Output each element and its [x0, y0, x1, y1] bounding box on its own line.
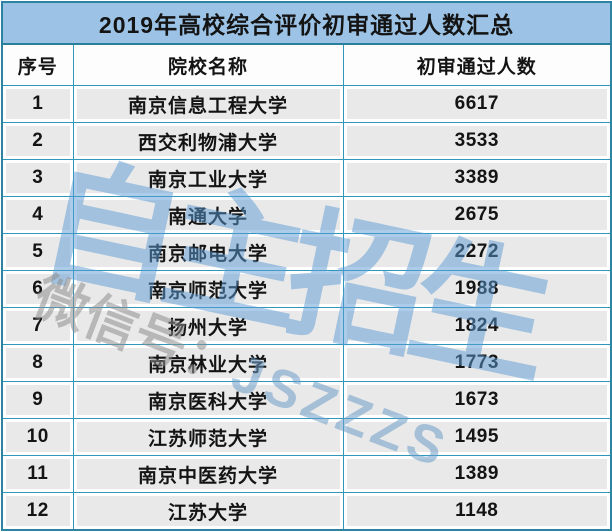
- school-cell: 南京中医药大学: [72, 455, 344, 493]
- rank-cell: 10: [1, 418, 74, 456]
- school-cell: 南京信息工程大学: [72, 85, 344, 123]
- count-cell: 1389: [342, 455, 612, 493]
- rank-cell: 12: [1, 492, 74, 531]
- table-row: 11 南京中医药大学 1389: [1, 455, 612, 493]
- rank-cell: 1: [1, 85, 74, 123]
- table-row: 9 南京医科大学 1673: [1, 381, 612, 419]
- school-cell: 南京工业大学: [72, 159, 344, 197]
- rank-cell: 8: [1, 344, 74, 382]
- table-row: 10 江苏师范大学 1495: [1, 418, 612, 456]
- table-row: 8 南京林业大学 1773: [1, 344, 612, 382]
- count-cell: 1824: [342, 307, 612, 345]
- rank-cell: 4: [1, 196, 74, 234]
- table-row: 1 南京信息工程大学 6617: [1, 85, 612, 123]
- rank-cell: 2: [1, 122, 74, 160]
- title-row: 2019年高校综合评价初审通过人数汇总: [2, 2, 612, 45]
- page-title: 2019年高校综合评价初审通过人数汇总: [2, 2, 612, 45]
- count-cell: 3533: [342, 122, 612, 160]
- school-cell: 南京邮电大学: [72, 233, 344, 271]
- rank-cell: 9: [1, 381, 74, 419]
- school-cell: 扬州大学: [72, 307, 344, 345]
- school-cell: 南京医科大学: [72, 381, 344, 419]
- rank-cell: 11: [1, 455, 74, 493]
- count-cell: 6617: [342, 85, 612, 123]
- school-cell: 南京师范大学: [72, 270, 344, 308]
- rank-cell: 3: [1, 159, 74, 197]
- count-cell: 1148: [342, 492, 612, 531]
- header-row: 序号 院校名称 初审通过人数: [1, 43, 612, 86]
- count-cell: 1495: [342, 418, 612, 456]
- count-cell: 1773: [342, 344, 612, 382]
- table-row: 4 南通大学 2675: [1, 196, 612, 234]
- count-cell: 2675: [342, 196, 612, 234]
- table-row: 2 西交利物浦大学 3533: [1, 122, 612, 160]
- school-cell: 南通大学: [72, 196, 344, 234]
- col-header-school: 院校名称: [72, 43, 344, 86]
- table-row: 6 南京师范大学 1988: [1, 270, 612, 308]
- school-cell: 江苏大学: [72, 492, 344, 531]
- col-header-rank: 序号: [1, 43, 74, 86]
- count-cell: 2272: [342, 233, 612, 271]
- table-row: 7 扬州大学 1824: [1, 307, 612, 345]
- count-cell: 3389: [342, 159, 612, 197]
- school-cell: 西交利物浦大学: [72, 122, 344, 160]
- rank-cell: 6: [1, 270, 74, 308]
- rank-cell: 5: [1, 233, 74, 271]
- table-row: 5 南京邮电大学 2272: [1, 233, 612, 271]
- rank-cell: 7: [1, 307, 74, 345]
- count-cell: 1988: [342, 270, 612, 308]
- count-cell: 1673: [342, 381, 612, 419]
- table-row: 12 江苏大学 1148: [1, 492, 612, 531]
- school-cell: 南京林业大学: [72, 344, 344, 382]
- col-header-count: 初审通过人数: [342, 43, 612, 86]
- table-row: 3 南京工业大学 3389: [1, 159, 612, 197]
- school-cell: 江苏师范大学: [72, 418, 344, 456]
